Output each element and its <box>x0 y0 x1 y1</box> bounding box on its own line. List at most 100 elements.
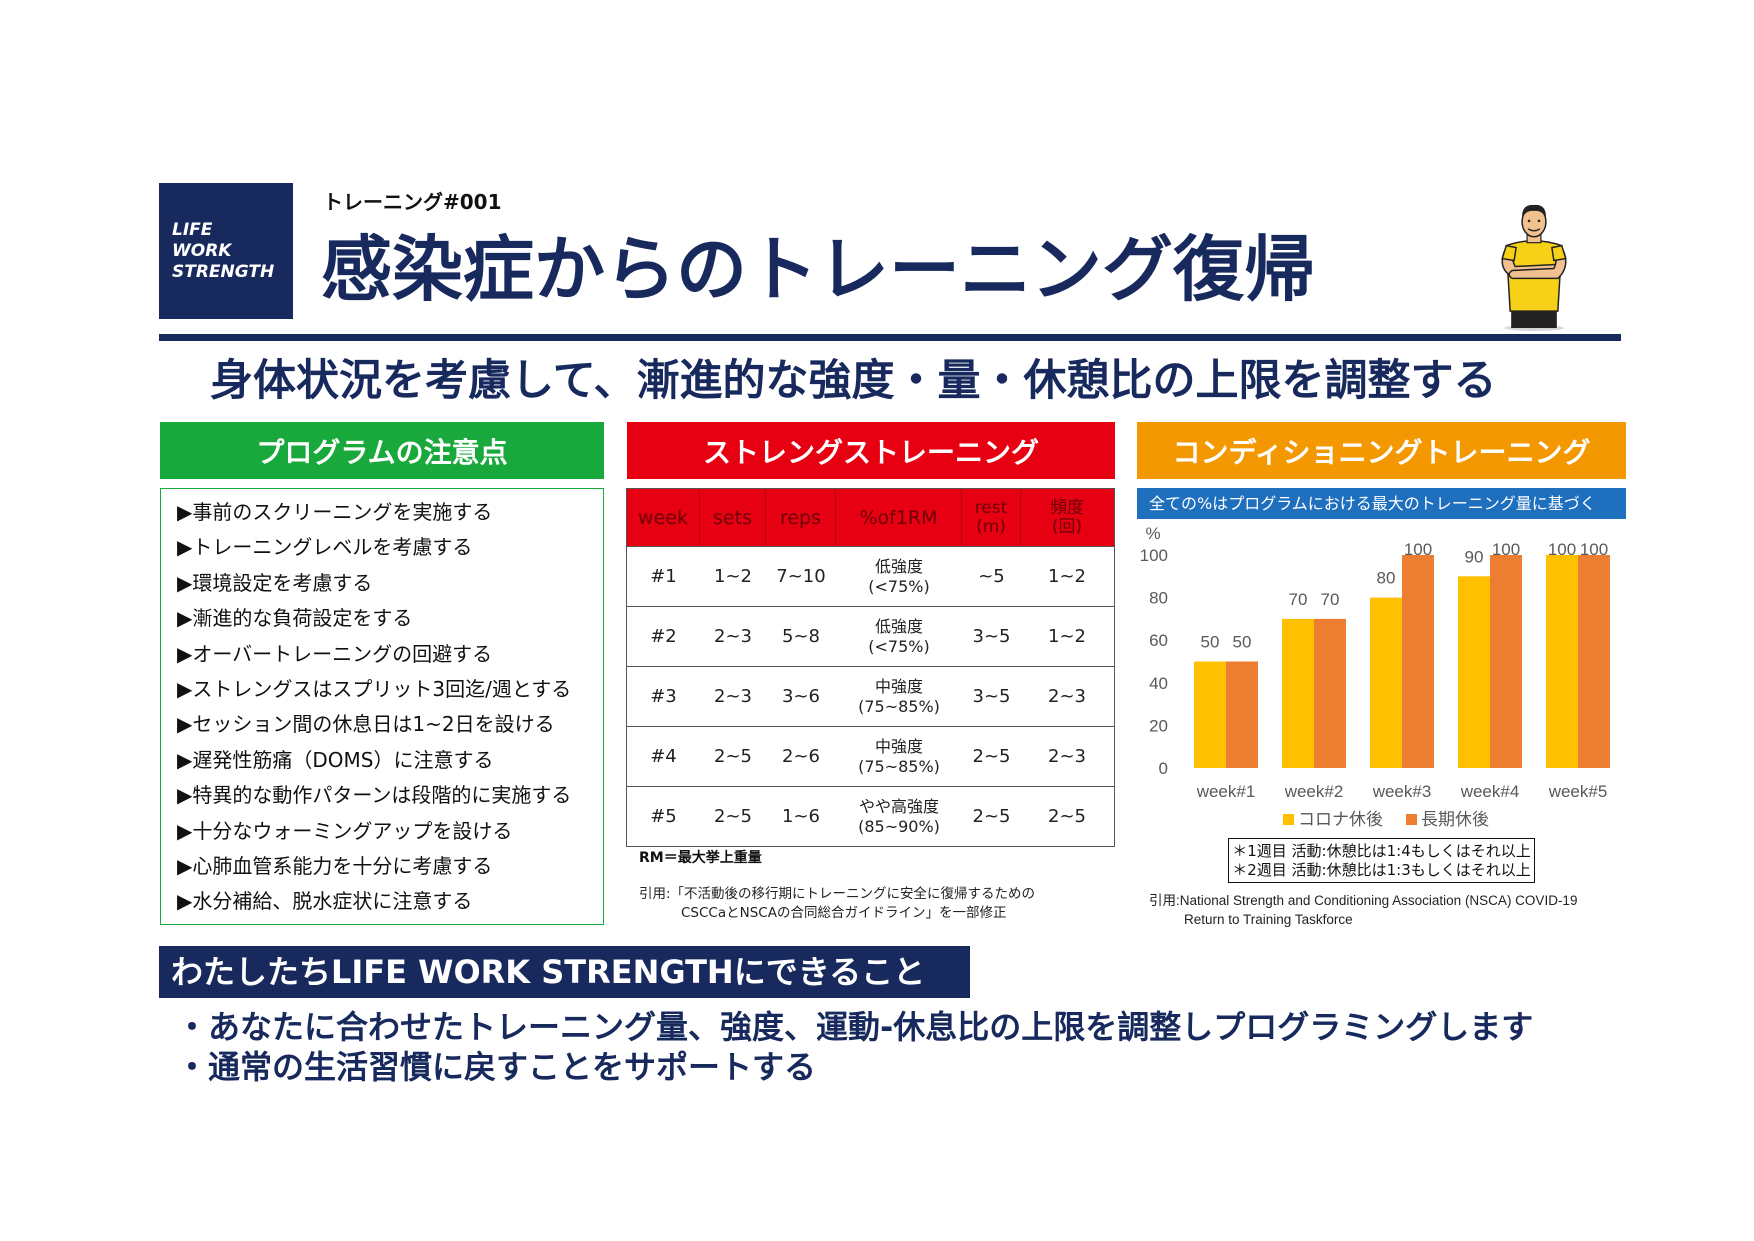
table-header-cell: %of1RM <box>836 489 962 546</box>
bar-2-2 <box>1314 618 1346 768</box>
logo-line-work: WORK <box>172 240 232 261</box>
sleeve-shape <box>1501 244 1517 262</box>
conditioning-bar-chart: % 0 20 40 60 80 100 50 50 week#1 70 70 week#2 80 100 we… <box>1140 524 1610 829</box>
series-label: トレーニング#001 <box>323 190 502 214</box>
hair-shape <box>1522 204 1546 219</box>
bar-2-1 <box>1226 661 1258 768</box>
table-cell: 5~8 <box>782 626 820 647</box>
table-cell: #5 <box>650 806 677 827</box>
bar-value-label: 100 <box>1548 540 1576 559</box>
table-header-cell: week <box>627 489 700 546</box>
rm-definition-note: RM＝最大挙上重量 <box>639 850 762 866</box>
y-tick-label: 60 <box>1149 631 1168 650</box>
bar-2-5 <box>1578 555 1610 768</box>
list-item: ▶環境設定を考慮する <box>177 570 373 595</box>
legend-swatch <box>1283 814 1294 825</box>
bar-1-5 <box>1546 555 1578 768</box>
table-header-row: week sets reps %of1RM rest (m) 頻度 (回) <box>627 489 1114 546</box>
list-item: ▶心肺血管系能力を十分に考慮する <box>177 854 493 879</box>
subtitle: 身体状況を考慮して、漸進的な強度・量・休憩比の上限を調整する <box>210 356 1497 406</box>
table-cell: 2~5 <box>972 806 1011 827</box>
table-cell: 1~2 <box>1048 626 1086 647</box>
bar-1-3 <box>1370 597 1402 768</box>
x-tick-label: week#3 <box>1372 782 1432 801</box>
table-cell: 低強度 (<75%) <box>868 616 930 656</box>
table-header-cell: sets <box>700 489 766 546</box>
list-item: ▶事前のスクリーニングを実施する <box>177 500 493 524</box>
table-cell: 1~2 <box>714 566 752 587</box>
table-cell: 2~3 <box>714 626 752 647</box>
bar-value-label: 100 <box>1492 540 1520 559</box>
table-row: #4 2~5 2~6 中強度 (75~85%) 2~5 2~3 <box>627 726 1114 786</box>
table-row: #1 1~2 7~10 低強度 (<75%) ~5 1~2 <box>627 546 1114 606</box>
y-tick-label: 100 <box>1140 546 1168 565</box>
table-cell: 低強度 (<75%) <box>868 556 930 596</box>
table-cell: 3~5 <box>972 686 1011 707</box>
table-cell: 2~3 <box>1048 746 1086 767</box>
table-cell: #2 <box>650 626 677 647</box>
smile-shape <box>1527 228 1541 232</box>
footer-bullet: ・通常の生活習慣に戻すことをサポートする <box>176 1048 817 1086</box>
bar-2-4 <box>1490 555 1522 768</box>
trainer-illustration <box>1501 204 1567 331</box>
table-cell: 2~5 <box>1048 806 1086 827</box>
x-tick-label: week#5 <box>1548 782 1608 801</box>
eye-shape <box>1537 219 1541 223</box>
list-item: ▶トレーニングレベルを考慮する <box>177 535 473 560</box>
footer-banner: わたしたちLIFE WORK STRENGTHにできること <box>159 946 970 998</box>
list-item: ▶遅発性筋痛（DOMS）に注意する <box>177 747 494 772</box>
table-cell: 中強度 (75~85%) <box>858 736 940 776</box>
table-cell: 2~5 <box>972 746 1011 767</box>
sleeve-shape <box>1551 244 1567 262</box>
bar-value-label: 50 <box>1201 633 1220 652</box>
list-item: ▶漸進的な負荷設定をする <box>177 606 413 631</box>
table-row: #5 2~5 1~6 やや高強度 (85~90%) 2~5 2~5 <box>627 786 1114 846</box>
table-cell: 7~10 <box>776 566 826 587</box>
strength-table: week sets reps %of1RM rest (m) 頻度 (回) #1… <box>626 488 1115 847</box>
table-row: #3 2~3 3~6 中強度 (75~85%) 3~5 2~3 <box>627 666 1114 726</box>
table-cell: やや高強度 (85~90%) <box>858 796 940 836</box>
table-cell: #3 <box>650 686 677 707</box>
y-tick-label: 0 <box>1159 759 1168 778</box>
rest-ratio-note: ＊1週目 活動:休憩比は1:4もしくはそれ以上 <box>1232 841 1531 860</box>
table-row: #2 2~3 5~8 低強度 (<75%) 3~5 1~2 <box>627 606 1114 666</box>
x-tick-label: week#1 <box>1196 782 1256 801</box>
rest-ratio-note: ＊2週目 活動:休憩比は1:3もしくはそれ以上 <box>1232 860 1531 879</box>
conditioning-citation-line: 引用:National Strength and Conditioning As… <box>1149 893 1578 908</box>
y-tick-label: 20 <box>1149 716 1168 735</box>
bar-value-label: 90 <box>1465 547 1484 566</box>
y-tick-label: 40 <box>1149 674 1168 693</box>
table-header-cell: 頻度 (回) <box>1050 497 1084 537</box>
legend-label: コロナ休後 <box>1298 810 1383 829</box>
bar-value-label: 50 <box>1233 633 1252 652</box>
x-tick-label: week#4 <box>1460 782 1520 801</box>
bar-value-label: 70 <box>1321 590 1340 609</box>
table-cell: 2~5 <box>714 746 752 767</box>
rest-ratio-notes: ＊1週目 活動:休憩比は1:4もしくはそれ以上 ＊2週目 活動:休憩比は1:3も… <box>1228 838 1535 883</box>
footer-bullet: ・あなたに合わせたトレーニング量、強度、運動-休息比の上限を調整しプログラミング… <box>176 1008 1534 1046</box>
table-cell: ~5 <box>978 566 1005 587</box>
list-item: ▶セッション間の休息日は1~2日を設ける <box>177 712 555 737</box>
conditioning-citation-line: Return to Training Taskforce <box>1184 912 1353 927</box>
list-item: ▶ストレングスはスプリット3回迄/週とする <box>177 677 572 702</box>
strength-citation-line: CSCCaとNSCAの合同総合ガイドライン」を一部修正 <box>681 905 1007 921</box>
bar-1-2 <box>1282 618 1314 768</box>
y-tick-label: 80 <box>1149 589 1168 608</box>
legend-swatch <box>1406 814 1417 825</box>
logo-line-strength: STRENGTH <box>172 261 275 282</box>
table-cell: #4 <box>650 746 677 767</box>
table-cell: 2~6 <box>782 746 820 767</box>
bar-value-label: 100 <box>1580 540 1608 559</box>
list-item: ▶水分補給、脱水症状に注意する <box>177 889 473 914</box>
program-points-list: ▶事前のスクリーニングを実施する ▶トレーニングレベルを考慮する ▶環境設定を考… <box>160 488 604 925</box>
table-cell: 2~5 <box>714 806 752 827</box>
strength-citation-line: 引用:「不活動後の移行期にトレーニングに安全に復帰するための <box>639 886 1036 902</box>
table-cell: #1 <box>650 566 677 587</box>
table-header-cell: reps <box>766 489 836 546</box>
conditioning-info-banner: 全ての%はプログラムにおける最大のトレーニング量に基づく <box>1137 488 1626 519</box>
conditioning-section-header: コンディショニングトレーニング <box>1137 422 1626 479</box>
table-cell: 中強度 (75~85%) <box>858 676 940 716</box>
bar-value-label: 100 <box>1404 540 1432 559</box>
y-axis-label: % <box>1145 524 1160 543</box>
